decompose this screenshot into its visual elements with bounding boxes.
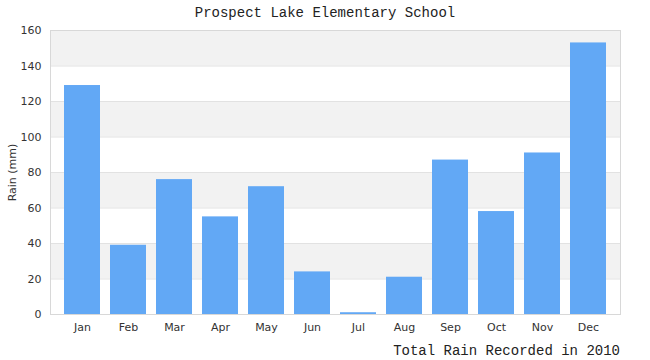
svg-text:Apr: Apr [211,321,231,334]
html-text:Prospect Lake Elementary Schoo: Prospect Lake Elementary School [194,5,456,21]
svg-text:100: 100 [21,131,42,144]
svg-text:Sep: Sep [440,321,461,334]
svg-text:Aug: Aug [394,321,415,334]
html-text:Total Rain Recorded in 2010: Total Rain Recorded in 2010 [393,343,620,359]
svg-text:Dec: Dec [578,321,599,334]
svg-text:120: 120 [21,95,42,108]
svg-text:Jan: Jan [73,321,91,334]
svg-text:Feb: Feb [119,321,138,334]
svg-text:0: 0 [35,308,42,321]
svg-text:Nov: Nov [532,321,554,334]
svg-text:160: 160 [21,24,42,37]
svg-text:Mar: Mar [164,321,185,334]
svg-text:Jun: Jun [303,321,321,334]
svg-text:Jul: Jul [351,321,365,334]
svg-text:Rain (mm): Rain (mm) [6,144,19,202]
svg-text:60: 60 [28,202,42,215]
svg-text:Oct: Oct [487,321,507,334]
svg-text:140: 140 [21,60,42,73]
svg-text:20: 20 [28,273,42,286]
svg-text:May: May [255,321,278,334]
svg-text:40: 40 [28,237,42,250]
svg-text:80: 80 [28,166,42,179]
